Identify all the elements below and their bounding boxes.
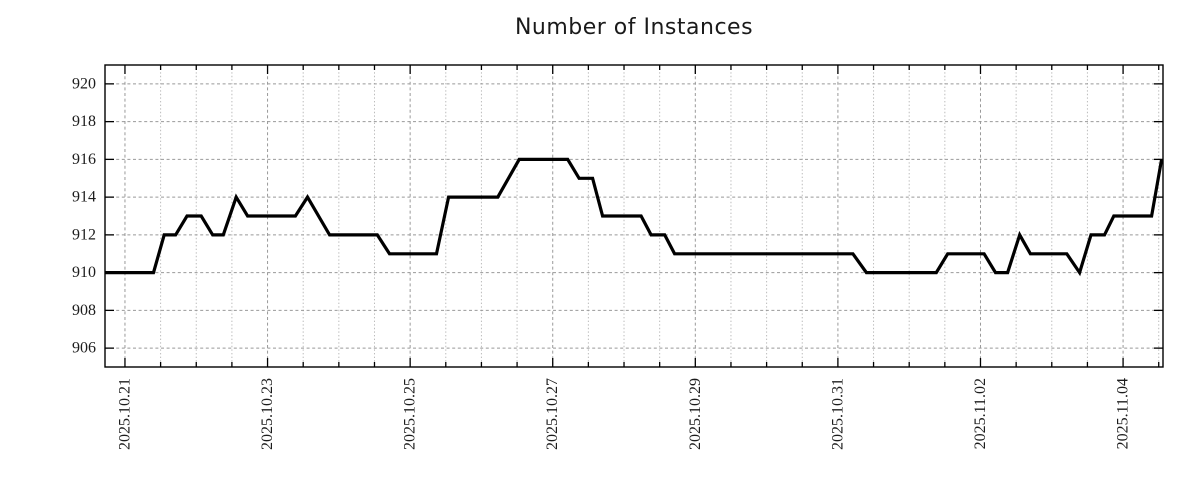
data-line bbox=[105, 157, 1164, 277]
plot-border bbox=[104, 64, 1164, 368]
y-tick-label: 912 bbox=[72, 226, 96, 243]
y-tick-label: 906 bbox=[72, 340, 96, 357]
x-tick-label: 2025.10.25 bbox=[402, 378, 419, 450]
x-tick-label: 2025.10.21 bbox=[116, 378, 133, 450]
x-tick-label: 2025.10.23 bbox=[259, 378, 276, 450]
x-tick-label: 2025.11.04 bbox=[1115, 378, 1132, 449]
x-tick-label: 2025.10.31 bbox=[829, 378, 846, 450]
y-tick-label: 914 bbox=[72, 189, 96, 206]
y-tick-label: 910 bbox=[72, 264, 96, 281]
x-tick-label: 2025.10.27 bbox=[544, 378, 561, 450]
x-tick-label: 2025.11.02 bbox=[972, 378, 989, 449]
y-tick-label: 916 bbox=[72, 151, 96, 168]
x-tick-label: 2025.10.29 bbox=[687, 378, 704, 450]
chart-title: Number of Instances bbox=[514, 15, 754, 40]
y-tick-label: 908 bbox=[72, 302, 96, 319]
y-tick-label: 918 bbox=[72, 113, 96, 130]
y-tick-label: 920 bbox=[72, 75, 96, 92]
